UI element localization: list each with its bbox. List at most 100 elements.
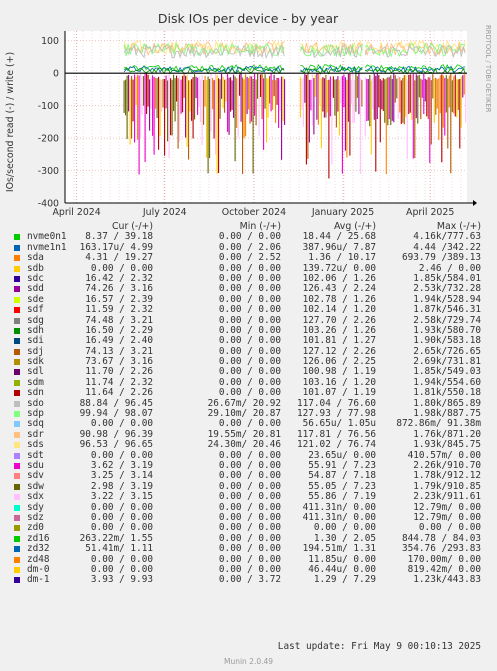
- legend-cur: 73.67 / 3.16: [85, 356, 153, 368]
- legend-label: sdr: [27, 428, 44, 440]
- legend-max: 2.58k/729.74: [413, 314, 481, 326]
- legend-label: sdc: [27, 272, 44, 284]
- legend-swatch: [14, 390, 20, 397]
- legend-min: 0.00 / 0.00: [218, 543, 281, 555]
- legend-avg: 102.06 / 1.26: [302, 272, 376, 284]
- legend-cur: 11.70 / 2.26: [85, 366, 153, 378]
- legend-label: sds: [27, 439, 44, 451]
- legend-cur: 51.41m/ 1.11: [85, 543, 153, 555]
- legend-min: 0.00 / 0.00: [218, 293, 281, 305]
- legend-cur: 0.00 / 0.00: [90, 563, 153, 575]
- legend-swatch: [14, 327, 20, 334]
- write-low-0: [123, 65, 285, 73]
- legend-min: 0.00 / 0.00: [218, 345, 281, 357]
- legend-row-sdc: sdc 16.42 / 2.32 0.00 / 0.00 102.06 / 1.26 1…: [0, 272, 497, 284]
- legend-swatch: [14, 514, 20, 521]
- legend-min: 0.00 / 0.00: [218, 231, 281, 243]
- write-low-1: [300, 63, 363, 72]
- legend-min: 0.00 / 0.00: [218, 532, 281, 544]
- legend-min: 0.00 / 0.00: [218, 501, 281, 513]
- legend-cur: 96.53 / 96.65: [79, 439, 153, 451]
- legend-max: 844.78 / 84.03: [401, 532, 481, 544]
- legend-row-sdm: sdm 11.74 / 2.32 0.00 / 0.00 103.16 / 1.20 1…: [0, 376, 497, 388]
- legend-min: 26.67m/ 20.92: [207, 397, 281, 409]
- legend-swatch: [14, 577, 20, 584]
- legend-row-sdi: sdi 16.49 / 2.40 0.00 / 0.00 101.81 / 1.27 1…: [0, 335, 497, 347]
- legend-swatch: [14, 535, 20, 542]
- legend-min: 0.00 / 3.72: [218, 574, 281, 586]
- write-line-2: [364, 39, 466, 56]
- legend-row-sdn: sdn 11.64 / 2.26 0.00 / 0.00 101.07 / 1.19 1…: [0, 387, 497, 399]
- write-line-0: [123, 41, 285, 57]
- legend-cur: 263.22m/ 1.55: [79, 532, 153, 544]
- legend-cur: 3.93 / 9.93: [90, 574, 153, 586]
- legend-avg: 101.07 / 1.19: [302, 387, 376, 399]
- legend-label: sdb: [27, 262, 44, 274]
- legend-cur: 3.25 / 3.14: [90, 470, 153, 482]
- legend-min: 0.00 / 0.00: [218, 387, 281, 399]
- legend-cur: 0.00 / 0.00: [90, 511, 153, 523]
- legend-swatch: [14, 421, 20, 428]
- legend-avg: 121.02 / 76.74: [296, 439, 376, 451]
- legend-label: sdn: [27, 387, 44, 399]
- legend-min: 0.00 / 0.00: [218, 376, 281, 388]
- legend-cur: 16.49 / 2.40: [85, 335, 153, 347]
- legend-swatch: [14, 483, 20, 490]
- legend-avg: 11.85u/ 0.00: [308, 553, 376, 565]
- legend-avg: 102.14 / 1.20: [302, 304, 376, 316]
- legend-label: sdm: [27, 376, 44, 388]
- legend-row-sdp: sdp 99.94 / 98.07 29.10m/ 20.87 127.93 / 77…: [0, 408, 497, 420]
- legend-swatch: [14, 255, 20, 262]
- legend-swatch: [14, 275, 20, 282]
- legend-avg: 411.31n/ 0.00: [302, 511, 376, 523]
- legend-cur: 74.13 / 3.21: [85, 345, 153, 357]
- legend-min: 0.00 / 0.00: [218, 304, 281, 316]
- legend-cur: 11.59 / 2.32: [85, 304, 153, 316]
- legend-max: 1.93k/580.70: [413, 324, 481, 336]
- legend-avg: 23.65u/ 0.00: [308, 449, 376, 461]
- legend-max: 0.00 / 0.00: [418, 522, 481, 534]
- y-tick-label: 0: [53, 69, 59, 80]
- legend-max: 1.85k/549.03: [413, 366, 481, 378]
- legend-table: Cur (-/+) Min (-/+) Avg (-/+) Max (-/+) …: [0, 221, 497, 586]
- legend-label: sdj: [27, 345, 44, 357]
- legend-rows: nvme0n1 8.37 / 39.18 0.00 / 0.00 18.44 / 25…: [0, 231, 497, 586]
- y-axis-label: IOs/second read (-) / write (+): [5, 52, 16, 192]
- rrdtool-credit: RRDTOOL / TOBI OETIKER: [484, 25, 492, 113]
- legend-max: 4.44 /342.22: [413, 241, 481, 253]
- legend-row-sdx: sdx 3.22 / 3.15 0.00 / 0.00 55.86 / 7.19 2.2…: [0, 491, 497, 503]
- legend-row-sdg: sdg 74.48 / 3.21 0.00 / 0.00 127.70 / 2.26 2…: [0, 314, 497, 326]
- legend-swatch: [14, 379, 20, 386]
- legend-avg: 126.06 / 2.25: [302, 356, 376, 368]
- write-line-0: [123, 43, 285, 59]
- header-cur: Cur (-/+): [111, 221, 153, 232]
- legend-avg: 18.44 / 25.68: [302, 231, 376, 243]
- x-tick-label: April 2024: [52, 207, 100, 218]
- legend-row-sde: sde 16.57 / 2.39 0.00 / 0.00 102.78 / 1.26 1…: [0, 293, 497, 305]
- legend-row-zd0: zd0 0.00 / 0.00 0.00 / 0.00 0.00 / 0.00 0.00…: [0, 522, 497, 534]
- legend-avg: 55.05 / 7.23: [308, 480, 376, 492]
- legend-swatch: [14, 317, 20, 324]
- legend-max: 693.79 /389.13: [401, 252, 481, 264]
- x-tick-label: April 2025: [406, 207, 454, 218]
- legend-avg: 127.12 / 2.26: [302, 345, 376, 357]
- legend-cur: 11.64 / 2.26: [85, 387, 153, 399]
- legend-row-zd48: zd48 0.00 / 0.00 0.00 / 0.00 11.85u/ 0.00 17…: [0, 553, 497, 565]
- legend-max: 12.79m/ 0.00: [413, 511, 481, 523]
- legend-row-zd32: zd32 51.41m/ 1.11 0.00 / 0.00 194.51m/ 1.31…: [0, 543, 497, 555]
- legend-min: 0.00 / 0.00: [218, 335, 281, 347]
- legend-label: sdl: [27, 366, 44, 378]
- legend-avg: 1.30 / 2.05: [313, 532, 376, 544]
- legend-row-sdo: sdo 88.84 / 96.45 26.67m/ 20.92 117.04 / 76…: [0, 397, 497, 409]
- legend-avg: 55.86 / 7.19: [308, 491, 376, 503]
- header-min: Min (-/+): [239, 221, 281, 232]
- legend-max: 1.98k/887.75: [413, 408, 481, 420]
- chart-title: Disk IOs per device - by year: [158, 11, 339, 26]
- legend-cur: 0.00 / 0.00: [90, 522, 153, 534]
- write-low-1: [300, 66, 363, 75]
- legend-min: 0.00 / 0.00: [218, 470, 281, 482]
- legend-min: 29.10m/ 20.87: [207, 408, 281, 420]
- legend-swatch: [14, 431, 20, 438]
- legend-cur: 16.57 / 2.39: [85, 293, 153, 305]
